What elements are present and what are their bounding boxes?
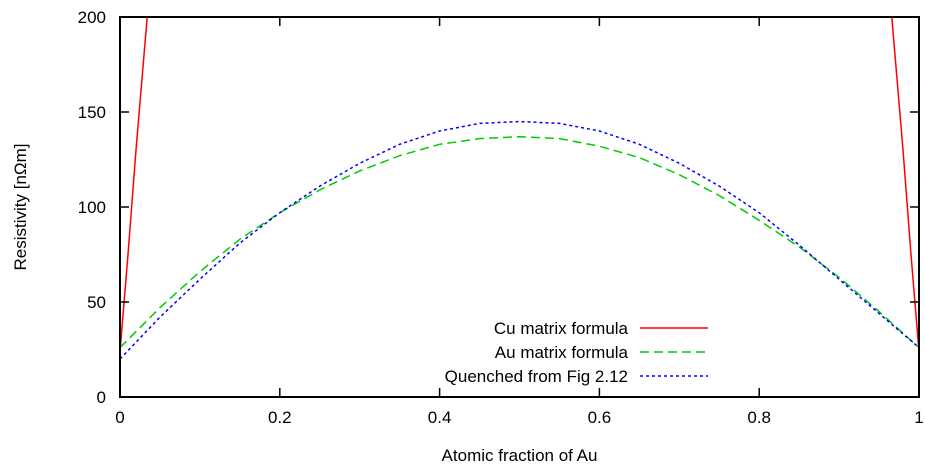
legend: Cu matrix formula Au matrix formula Quench… [445,319,708,386]
legend-label: Quenched from Fig 2.12 [445,367,628,386]
plot-frame [119,16,920,398]
x-axis-title: Atomic fraction of Au [442,446,598,465]
ticks-layer: 0 0.2 0.4 0.6 0.8 1 0 50 100 150 200 [78,8,924,427]
y-tick-label: 50 [87,293,106,312]
y-axis-title: Resistivity [nΩm] [11,143,30,270]
y-tick-label: 100 [78,198,106,217]
x-tick-label: 0 [115,408,124,427]
legend-label: Au matrix formula [495,343,629,362]
legend-label: Cu matrix formula [494,319,629,338]
x-tick-label: 0.6 [588,408,612,427]
y-tick-label: 0 [97,388,106,407]
series-line-1 [120,135,919,349]
y-tick-label: 200 [78,8,106,27]
x-tick-label: 0.8 [747,408,771,427]
y-tick-label: 150 [78,103,106,122]
x-tick-label: 0.2 [268,408,292,427]
x-tick-label: 1 [914,408,923,427]
series-layer [120,17,919,360]
series-line-0 [120,17,919,352]
x-tick-label: 0.4 [428,408,452,427]
